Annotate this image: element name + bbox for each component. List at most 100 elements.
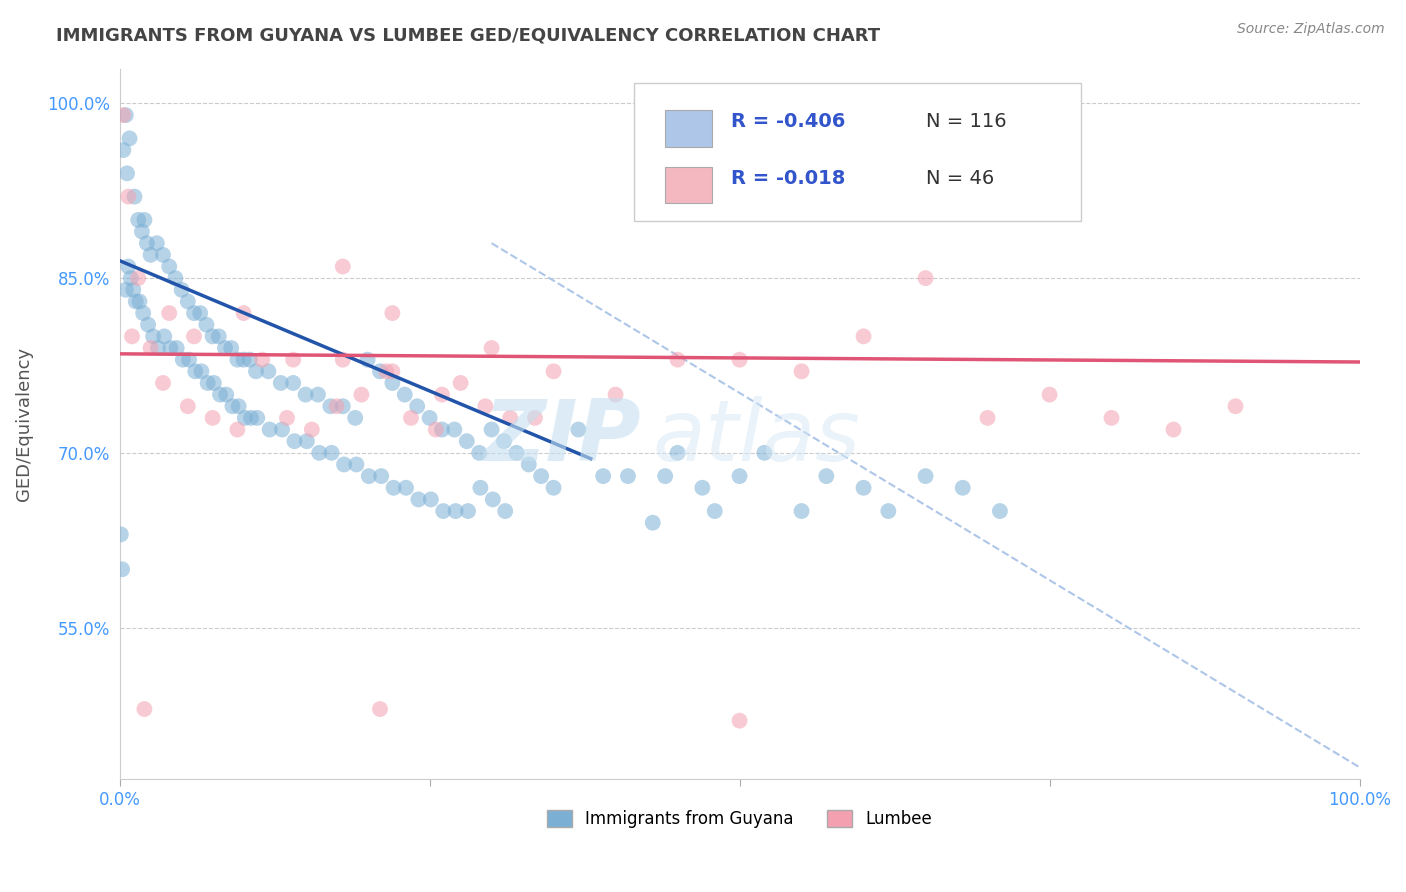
Point xyxy=(197,376,219,390)
Point xyxy=(375,364,398,378)
Point xyxy=(114,283,136,297)
Point xyxy=(283,376,305,390)
Point xyxy=(346,458,368,472)
Text: R = -0.406: R = -0.406 xyxy=(731,112,845,131)
Point xyxy=(517,458,540,472)
Text: atlas: atlas xyxy=(652,396,860,479)
Point xyxy=(356,352,378,367)
Point xyxy=(190,364,212,378)
Point xyxy=(177,399,200,413)
Point xyxy=(308,446,330,460)
Point xyxy=(468,446,491,460)
Point xyxy=(131,225,153,239)
Point xyxy=(121,329,143,343)
Point xyxy=(1163,423,1185,437)
Point xyxy=(201,410,224,425)
Point xyxy=(852,481,875,495)
Point xyxy=(481,423,503,437)
Point xyxy=(111,562,134,576)
Point xyxy=(157,306,180,320)
Bar xyxy=(665,110,713,146)
Point xyxy=(127,213,149,227)
Point xyxy=(135,236,157,251)
Point xyxy=(914,271,936,285)
Point xyxy=(295,434,318,449)
Point xyxy=(332,352,354,367)
Point xyxy=(332,260,354,274)
Point xyxy=(333,458,356,472)
Point xyxy=(209,387,232,401)
Point xyxy=(122,283,145,297)
Point xyxy=(139,341,162,355)
Point xyxy=(914,469,936,483)
Point xyxy=(177,294,200,309)
Point xyxy=(132,306,155,320)
Point xyxy=(245,364,267,378)
Legend: Immigrants from Guyana, Lumbee: Immigrants from Guyana, Lumbee xyxy=(540,803,939,835)
Point xyxy=(499,410,522,425)
FancyBboxPatch shape xyxy=(634,83,1081,221)
Point xyxy=(128,294,150,309)
Text: N = 46: N = 46 xyxy=(925,169,994,188)
Point xyxy=(543,364,565,378)
Point xyxy=(450,376,472,390)
Text: IMMIGRANTS FROM GUYANA VS LUMBEE GED/EQUIVALENCY CORRELATION CHART: IMMIGRANTS FROM GUYANA VS LUMBEE GED/EQU… xyxy=(56,27,880,45)
Point xyxy=(692,481,714,495)
Point xyxy=(399,410,422,425)
Point xyxy=(110,527,132,541)
Point xyxy=(456,434,478,449)
Point xyxy=(877,504,900,518)
Point xyxy=(232,352,254,367)
Point xyxy=(134,213,156,227)
Point xyxy=(654,469,676,483)
Point xyxy=(170,283,193,297)
Text: Source: ZipAtlas.com: Source: ZipAtlas.com xyxy=(1237,22,1385,37)
Point xyxy=(728,352,751,367)
Point xyxy=(406,399,429,413)
Point xyxy=(1038,387,1060,401)
Point xyxy=(246,410,269,425)
Point xyxy=(201,329,224,343)
Point xyxy=(368,702,391,716)
Point xyxy=(153,329,176,343)
Point xyxy=(543,481,565,495)
Point xyxy=(146,236,169,251)
Point xyxy=(233,410,256,425)
Point xyxy=(219,341,242,355)
Point xyxy=(976,410,998,425)
Point xyxy=(394,387,416,401)
Point xyxy=(232,306,254,320)
Point xyxy=(125,294,148,309)
Point xyxy=(666,352,689,367)
Point xyxy=(319,399,342,413)
Point xyxy=(157,260,180,274)
Point xyxy=(381,306,404,320)
Point xyxy=(271,423,294,437)
Point xyxy=(117,189,139,203)
Point xyxy=(226,352,249,367)
Point xyxy=(370,469,392,483)
Point xyxy=(165,271,187,285)
Point xyxy=(166,341,188,355)
Bar xyxy=(665,167,713,203)
Point xyxy=(381,376,404,390)
Point xyxy=(432,504,454,518)
Point xyxy=(425,423,447,437)
Point xyxy=(350,387,373,401)
Point xyxy=(492,434,515,449)
Point xyxy=(259,423,281,437)
Point xyxy=(357,469,380,483)
Point xyxy=(188,306,211,320)
Point xyxy=(120,271,142,285)
Point xyxy=(202,376,225,390)
Point xyxy=(617,469,640,483)
Point xyxy=(395,481,418,495)
Point xyxy=(127,271,149,285)
Point xyxy=(790,364,813,378)
Point xyxy=(215,387,238,401)
Point xyxy=(257,364,280,378)
Point xyxy=(124,189,146,203)
Point xyxy=(239,352,262,367)
Point xyxy=(177,352,200,367)
Point xyxy=(754,446,776,460)
